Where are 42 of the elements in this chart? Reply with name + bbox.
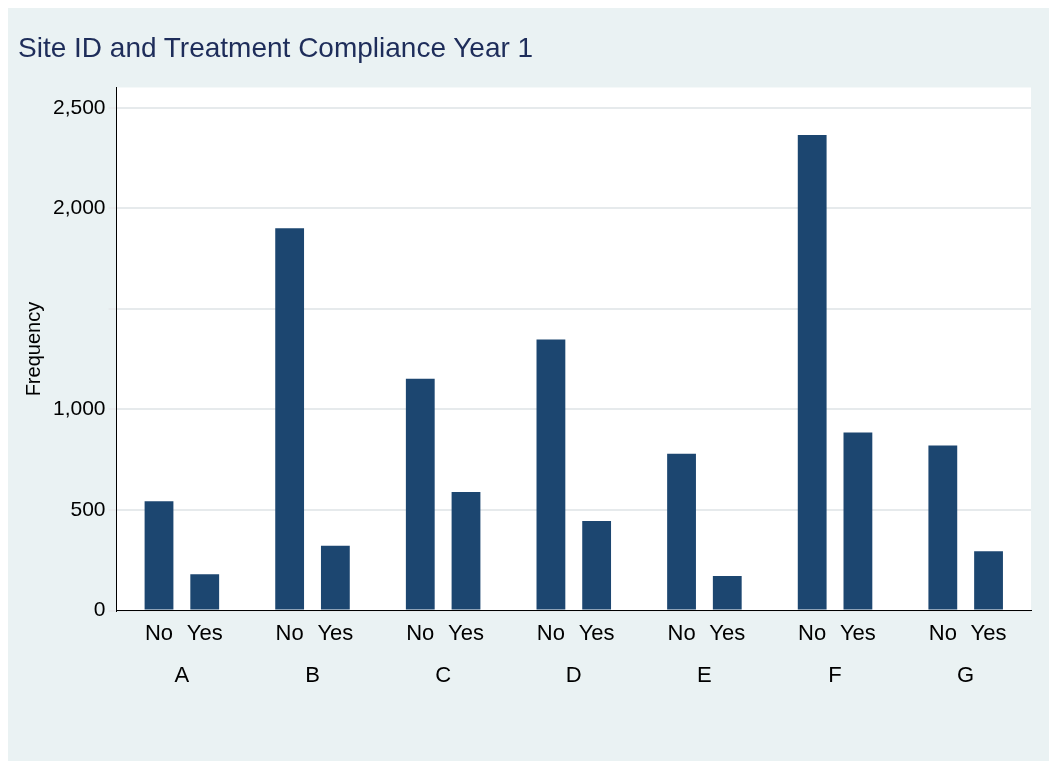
x-tick-label: B [305, 661, 320, 687]
text: Yes [839, 619, 876, 645]
bar [928, 445, 958, 610]
x-tick-label: A [174, 661, 190, 687]
bar [190, 574, 220, 610]
text: Yes [970, 619, 1007, 645]
y-tick-label: 500 [70, 496, 106, 520]
text: Yes [186, 619, 223, 645]
text: No [536, 619, 565, 645]
x-tick-label: G [957, 661, 975, 687]
bar [144, 501, 174, 610]
y-tick-label: 2,500 [52, 94, 106, 118]
text: Yes [578, 619, 615, 645]
bar [275, 228, 305, 610]
y-axis-title: Frequency [21, 301, 44, 397]
text: No [406, 619, 435, 645]
text: No [928, 619, 957, 645]
bar [797, 135, 827, 610]
bar [712, 576, 742, 610]
bar [843, 432, 873, 610]
y-tick-label: 0 [93, 597, 106, 621]
y-tick-label: 2,000 [52, 195, 106, 219]
text: Yes [448, 619, 484, 645]
bar [582, 521, 612, 610]
text: Yes [709, 619, 746, 645]
chart-title: Site ID and Treatment Compliance Year 1 [18, 31, 534, 63]
bar [451, 491, 481, 610]
series-label: Yes [317, 619, 354, 645]
series-label: No [144, 619, 174, 645]
x-tick-label: E [697, 661, 712, 687]
x-tick-label: F [828, 661, 842, 687]
bar [405, 378, 435, 610]
text: No [275, 619, 304, 645]
text: No [798, 619, 827, 645]
bar [536, 339, 566, 610]
bar [320, 545, 350, 610]
text: No [667, 619, 696, 645]
y-tick-label: 1,000 [52, 396, 106, 420]
x-tick-label: D [565, 661, 582, 687]
bar [667, 453, 696, 610]
x-tick-label: C [435, 661, 452, 687]
bar [974, 551, 1003, 610]
